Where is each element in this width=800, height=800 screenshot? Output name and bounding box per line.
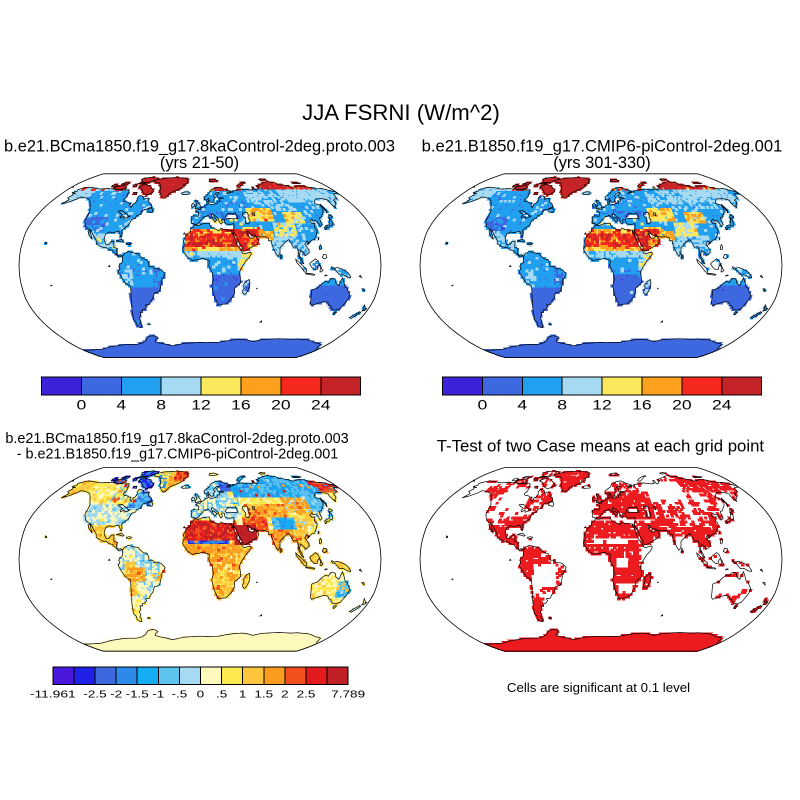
svg-text:(yrs 301-330): (yrs 301-330) [553,154,650,172]
svg-text:b.e21.B1850.f19_g17.CMIP6-piCo: b.e21.B1850.f19_g17.CMIP6-piControl-2deg… [422,137,783,156]
svg-text:24: 24 [311,398,331,413]
svg-text:0: 0 [197,689,205,700]
svg-text:12: 12 [592,398,612,413]
svg-text:Cells are significant at 0.1 l: Cells are significant at 0.1 level [507,680,690,695]
svg-text:0: 0 [478,398,488,413]
svg-text:T-Test of two Case means at ea: T-Test of two Case means at each grid po… [437,437,765,456]
svg-text:(yrs 21-50): (yrs 21-50) [160,154,239,172]
svg-text:8: 8 [156,398,166,413]
svg-text:16: 16 [632,398,652,413]
svg-text:4: 4 [517,398,528,413]
svg-text:2: 2 [281,689,289,700]
svg-text:-1: -1 [152,689,164,700]
svg-text:12: 12 [191,398,211,413]
svg-text:4: 4 [116,398,127,413]
svg-text:-1.5: -1.5 [126,689,150,700]
svg-text:16: 16 [231,398,251,413]
svg-text:- b.e21.B1850.f19_g17.CMIP6-pi: - b.e21.B1850.f19_g17.CMIP6-piControl-2d… [17,447,339,463]
svg-text:24: 24 [712,398,732,413]
svg-text:0: 0 [77,398,87,413]
svg-text:-.5: -.5 [172,689,188,700]
svg-text:7.789: 7.789 [331,689,365,700]
svg-text:20: 20 [672,398,692,413]
svg-text:-2: -2 [110,689,122,700]
svg-text:JJA FSRNI (W/m^2): JJA FSRNI (W/m^2) [302,100,500,125]
svg-text:1.5: 1.5 [254,689,273,700]
svg-text:2.5: 2.5 [297,689,316,700]
svg-text:b.e21.BCma1850.f19_g17.8kaCont: b.e21.BCma1850.f19_g17.8kaControl-2deg.p… [5,431,348,447]
svg-text:b.e21.BCma1850.f19_g17.8kaCont: b.e21.BCma1850.f19_g17.8kaControl-2deg.p… [4,138,395,156]
svg-text:-11.961: -11.961 [30,689,76,700]
svg-text:1: 1 [239,689,247,700]
svg-text:8: 8 [557,398,567,413]
svg-text:.5: .5 [216,689,228,700]
svg-text:-2.5: -2.5 [83,689,107,700]
svg-text:20: 20 [271,398,291,413]
